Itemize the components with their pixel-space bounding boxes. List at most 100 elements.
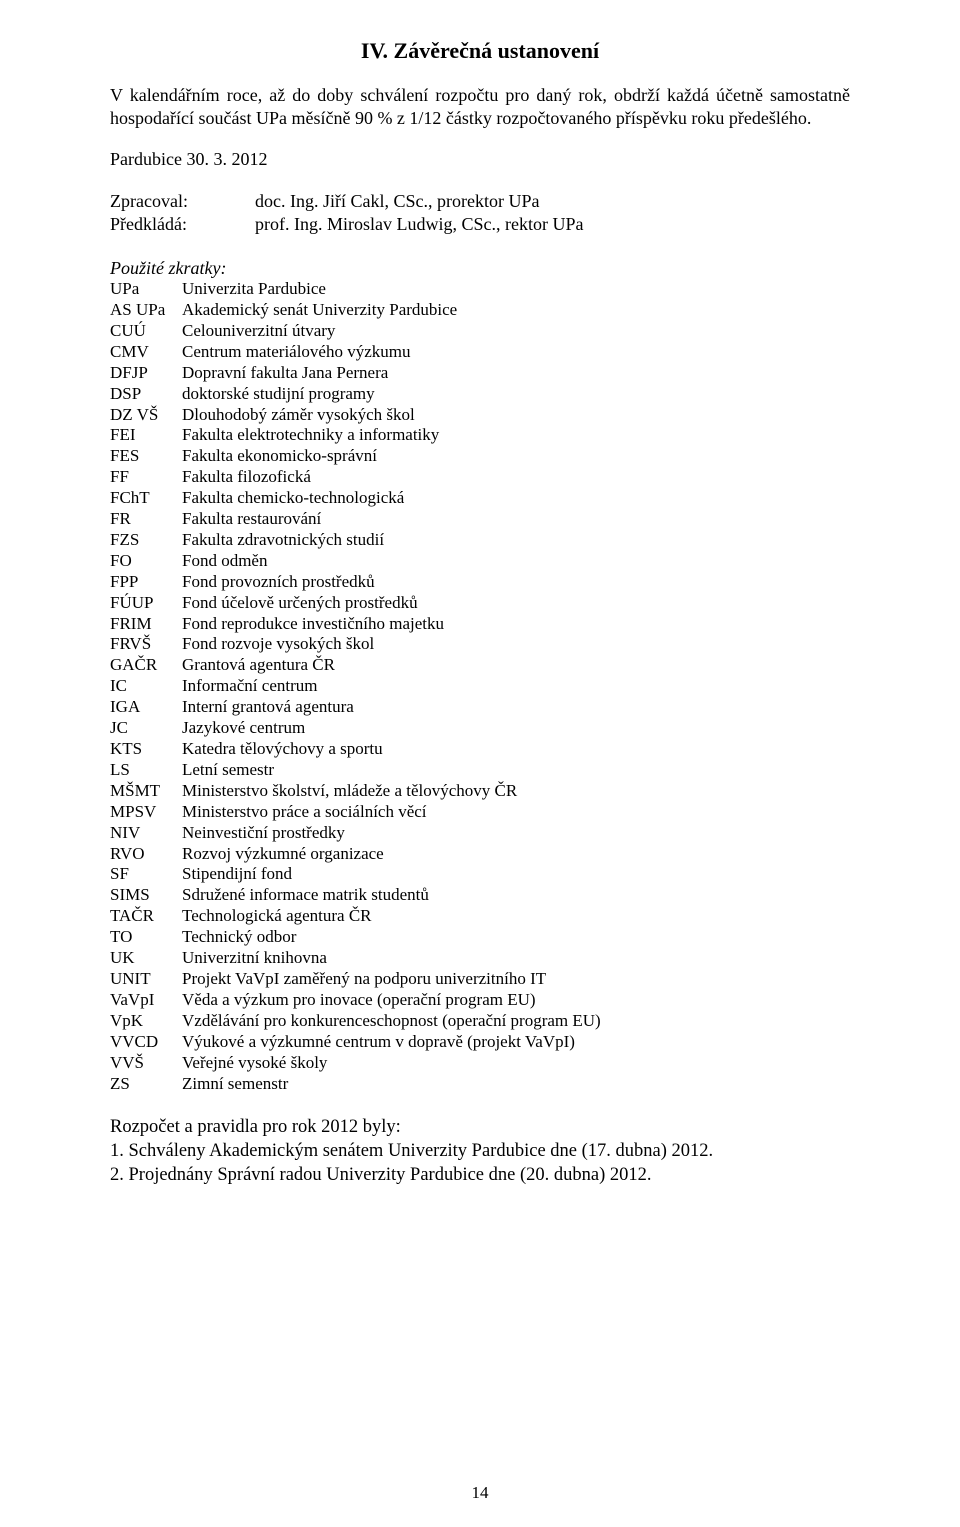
abbreviation-row: TOTechnický odbor (110, 927, 850, 948)
abbreviation-code: FChT (110, 488, 182, 509)
abbreviation-text: Sdružené informace matrik studentů (182, 885, 850, 906)
abbreviation-code: SIMS (110, 885, 182, 906)
abbreviation-row: FRIMFond reprodukce investičního majetku (110, 614, 850, 635)
abbreviation-code: FEI (110, 425, 182, 446)
signer-row-zpracoval: Zpracoval: doc. Ing. Jiří Cakl, CSc., pr… (110, 190, 850, 213)
abbreviation-code: FR (110, 509, 182, 530)
abbreviation-code: FF (110, 467, 182, 488)
signer-label: Zpracoval: (110, 190, 255, 213)
abbreviation-code: DFJP (110, 363, 182, 384)
abbreviation-code: JC (110, 718, 182, 739)
abbreviation-row: FOFond odměn (110, 551, 850, 572)
abbreviation-row: FEIFakulta elektrotechniky a informatiky (110, 425, 850, 446)
abbreviation-row: NIVNeinvestiční prostředky (110, 823, 850, 844)
date-line: Pardubice 30. 3. 2012 (110, 149, 850, 170)
abbreviation-code: UK (110, 948, 182, 969)
abbreviation-text: Zimní semenstr (182, 1074, 850, 1095)
abbreviation-text: Fond účelově určených prostředků (182, 593, 850, 614)
approval-line-3: 2. Projednány Správní radou Univerzity P… (110, 1164, 850, 1188)
abbreviation-code: TAČR (110, 906, 182, 927)
abbreviation-text: Fakulta zdravotnických studií (182, 530, 850, 551)
abbreviation-row: FRFakulta restaurování (110, 509, 850, 530)
abbreviation-text: Univerzitní knihovna (182, 948, 850, 969)
signer-row-predklada: Předkládá: prof. Ing. Miroslav Ludwig, C… (110, 213, 850, 236)
abbreviation-code: VVŠ (110, 1053, 182, 1074)
abbreviation-code: FÚUP (110, 593, 182, 614)
abbreviation-code: FRIM (110, 614, 182, 635)
abbreviation-code: FO (110, 551, 182, 572)
abbreviation-text: Veřejné vysoké školy (182, 1053, 850, 1074)
abbreviation-text: Dopravní fakulta Jana Pernera (182, 363, 850, 384)
abbreviation-text: Fond rozvoje vysokých škol (182, 634, 850, 655)
abbreviation-code: VaVpI (110, 990, 182, 1011)
abbreviation-text: Interní grantová agentura (182, 697, 850, 718)
abbreviation-text: Ministerstvo práce a sociálních věcí (182, 802, 850, 823)
abbreviation-code: FRVŠ (110, 634, 182, 655)
abbreviation-row: FESFakulta ekonomicko-správní (110, 446, 850, 467)
abbreviation-text: Fakulta chemicko-technologická (182, 488, 850, 509)
abbreviation-text: Informační centrum (182, 676, 850, 697)
abbreviation-code: MŠMT (110, 781, 182, 802)
abbreviation-row: FPPFond provozních prostředků (110, 572, 850, 593)
approval-line-1: Rozpočet a pravidla pro rok 2012 byly: (110, 1116, 850, 1140)
abbreviation-code: VpK (110, 1011, 182, 1032)
abbreviation-text: Technický odbor (182, 927, 850, 948)
abbreviation-text: Grantová agentura ČR (182, 655, 850, 676)
abbreviation-text: Stipendijní fond (182, 864, 850, 885)
abbreviation-text: Ministerstvo školství, mládeže a tělovýc… (182, 781, 850, 802)
abbreviation-text: Univerzita Pardubice (182, 279, 850, 300)
abbreviation-text: Fond odměn (182, 551, 850, 572)
page-number: 14 (0, 1483, 960, 1503)
abbreviation-row: SIMSSdružené informace matrik studentů (110, 885, 850, 906)
abbreviation-text: Výukové a výzkumné centrum v dopravě (pr… (182, 1032, 850, 1053)
abbreviation-text: Neinvestiční prostředky (182, 823, 850, 844)
abbreviation-code: CMV (110, 342, 182, 363)
abbreviation-row: FÚUPFond účelově určených prostředků (110, 593, 850, 614)
abbreviation-row: DFJPDopravní fakulta Jana Pernera (110, 363, 850, 384)
abbreviation-text: Jazykové centrum (182, 718, 850, 739)
abbreviation-code: TO (110, 927, 182, 948)
abbreviation-text: Věda a výzkum pro inovace (operační prog… (182, 990, 850, 1011)
signer-name: doc. Ing. Jiří Cakl, CSc., prorektor UPa (255, 190, 850, 213)
abbreviation-row: FZSFakulta zdravotnických studií (110, 530, 850, 551)
abbreviation-row: VaVpIVěda a výzkum pro inovace (operační… (110, 990, 850, 1011)
abbreviation-code: RVO (110, 844, 182, 865)
abbreviation-code: KTS (110, 739, 182, 760)
abbreviation-row: FRVŠFond rozvoje vysokých škol (110, 634, 850, 655)
abbreviation-code: IGA (110, 697, 182, 718)
abbreviation-row: VVŠVeřejné vysoké školy (110, 1053, 850, 1074)
abbreviation-code: VVCD (110, 1032, 182, 1053)
abbreviation-code: FPP (110, 572, 182, 593)
abbreviation-row: KTSKatedra tělovýchovy a sportu (110, 739, 850, 760)
intro-paragraph: V kalendářním roce, až do doby schválení… (110, 84, 850, 129)
abbreviation-text: Vzdělávání pro konkurenceschopnost (oper… (182, 1011, 850, 1032)
abbreviation-text: Fakulta filozofická (182, 467, 850, 488)
document-page: IV. Závěrečná ustanovení V kalendářním r… (0, 0, 960, 1527)
abbreviation-text: Fakulta ekonomicko-správní (182, 446, 850, 467)
abbreviation-text: Fakulta elektrotechniky a informatiky (182, 425, 850, 446)
abbreviation-row: VpKVzdělávání pro konkurenceschopnost (o… (110, 1011, 850, 1032)
abbreviation-code: FZS (110, 530, 182, 551)
abbreviation-row: CMVCentrum materiálového výzkumu (110, 342, 850, 363)
abbreviation-code: CUÚ (110, 321, 182, 342)
abbreviation-code: DZ VŠ (110, 405, 182, 426)
abbreviations-heading: Použité zkratky: (110, 258, 850, 279)
abbreviation-row: DSPdoktorské studijní programy (110, 384, 850, 405)
abbreviation-code: MPSV (110, 802, 182, 823)
abbreviation-row: LSLetní semestr (110, 760, 850, 781)
abbreviation-text: Centrum materiálového výzkumu (182, 342, 850, 363)
abbreviation-text: Akademický senát Univerzity Pardubice (182, 300, 850, 321)
abbreviation-row: UNITProjekt VaVpI zaměřený na podporu un… (110, 969, 850, 990)
abbreviation-row: RVORozvoj výzkumné organizace (110, 844, 850, 865)
abbreviation-row: SFStipendijní fond (110, 864, 850, 885)
abbreviation-row: UPaUniverzita Pardubice (110, 279, 850, 300)
approval-line-2: 1. Schváleny Akademickým senátem Univerz… (110, 1140, 850, 1164)
abbreviation-code: NIV (110, 823, 182, 844)
abbreviation-code: UNIT (110, 969, 182, 990)
signers-block: Zpracoval: doc. Ing. Jiří Cakl, CSc., pr… (110, 190, 850, 236)
abbreviation-row: MŠMTMinisterstvo školství, mládeže a těl… (110, 781, 850, 802)
abbreviation-code: LS (110, 760, 182, 781)
abbreviation-row: UKUniverzitní knihovna (110, 948, 850, 969)
abbreviation-row: FChTFakulta chemicko-technologická (110, 488, 850, 509)
abbreviation-row: IGAInterní grantová agentura (110, 697, 850, 718)
